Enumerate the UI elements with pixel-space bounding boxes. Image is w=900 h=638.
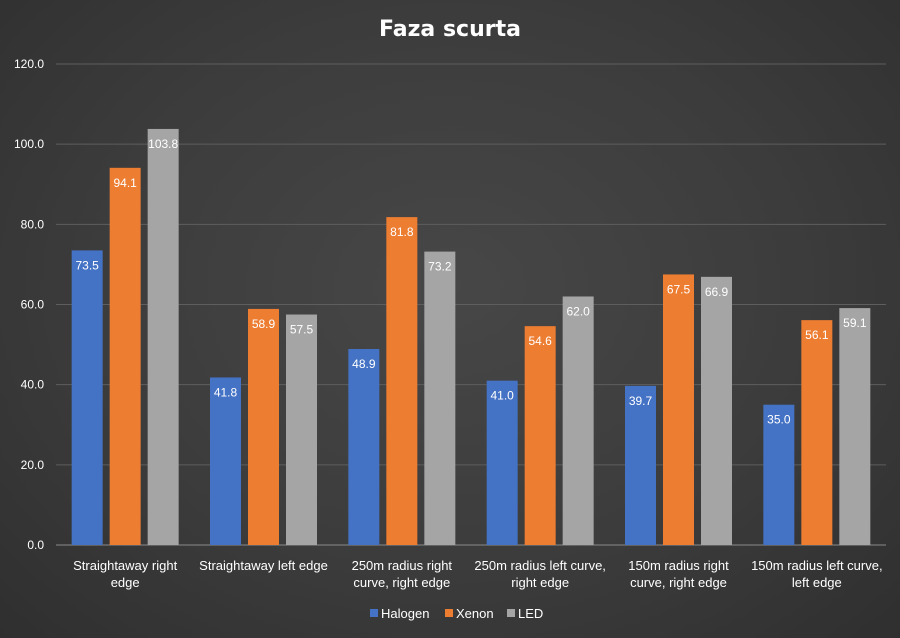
bar-halogen	[71, 250, 103, 545]
x-category-label: 250m radius right	[352, 558, 453, 573]
bar-led	[839, 308, 871, 545]
data-label: 59.1	[843, 316, 867, 330]
bar-xenon	[109, 167, 141, 545]
bar-halogen	[210, 377, 241, 545]
data-label: 57.5	[290, 323, 314, 337]
bars	[71, 128, 871, 545]
gridlines	[56, 63, 886, 546]
legend-label: LED	[518, 606, 543, 621]
data-labels: 73.5 94.1 103.8 41.8 58.9 57.5 48.9 81.8 73.2 41.…	[75, 137, 866, 427]
y-tick-label: 80.0	[21, 217, 45, 231]
data-label: 41.8	[214, 385, 238, 399]
legend-swatch-xenon	[445, 609, 453, 617]
bar-led	[701, 276, 732, 545]
bar-led	[562, 296, 594, 545]
x-category-label: curve, right edge	[353, 575, 450, 590]
x-category-label: Straightaway right	[73, 558, 177, 573]
bar-xenon	[663, 274, 694, 545]
data-label: 66.9	[705, 285, 729, 299]
bar-led	[286, 314, 317, 545]
data-label: 39.7	[629, 394, 653, 408]
y-tick-label: 120.0	[14, 57, 44, 71]
legend: Halogen Xenon LED	[370, 606, 543, 621]
data-label: 81.8	[390, 225, 414, 239]
data-label: 58.9	[252, 317, 276, 331]
data-label: 35.0	[767, 413, 791, 427]
bar-led	[147, 128, 179, 545]
x-category-label: 250m radius left curve,	[474, 558, 606, 573]
bar-xenon	[248, 308, 279, 545]
x-category-label: 150m radius right	[628, 558, 729, 573]
y-tick-label: 40.0	[21, 378, 45, 392]
x-category-label: Straightaway left edge	[199, 558, 328, 573]
legend-label: Xenon	[456, 606, 494, 621]
legend-swatch-halogen	[370, 609, 378, 617]
x-category-label: right edge	[511, 575, 569, 590]
x-category-label: 150m radius left curve,	[751, 558, 883, 573]
data-label: 56.1	[805, 328, 829, 342]
data-label: 103.8	[148, 137, 178, 151]
y-tick-label: 0.0	[27, 538, 44, 552]
data-label: 94.1	[113, 176, 137, 190]
data-label: 54.6	[528, 334, 552, 348]
bar-halogen	[763, 404, 795, 545]
legend-label: Halogen	[381, 606, 429, 621]
y-axis-ticks: 0.0 20.0 40.0 60.0 80.0 100.0 120.0	[14, 57, 44, 552]
bar-halogen	[625, 385, 656, 545]
data-label: 62.0	[566, 304, 590, 318]
x-category-label: left edge	[792, 575, 842, 590]
data-label: 41.0	[490, 389, 514, 403]
y-tick-label: 20.0	[21, 458, 45, 472]
bar-xenon	[524, 326, 556, 545]
bar-xenon	[801, 320, 833, 545]
data-label: 73.5	[75, 258, 99, 272]
bar-led	[424, 251, 456, 545]
data-label: 73.2	[428, 260, 452, 274]
bar-xenon	[386, 217, 418, 545]
y-tick-label: 60.0	[21, 298, 45, 312]
y-tick-label: 100.0	[14, 137, 44, 151]
legend-swatch-led	[507, 609, 515, 617]
bar-halogen	[348, 348, 380, 545]
x-axis-categories: Straightaway right edge Straightaway left …	[73, 558, 882, 590]
data-label: 48.9	[352, 357, 376, 371]
bar-halogen	[486, 380, 518, 545]
x-category-label: curve, right edge	[630, 575, 727, 590]
data-label: 67.5	[667, 282, 691, 296]
chart-title: Faza scurta	[379, 17, 521, 42]
x-category-label: edge	[111, 575, 140, 590]
